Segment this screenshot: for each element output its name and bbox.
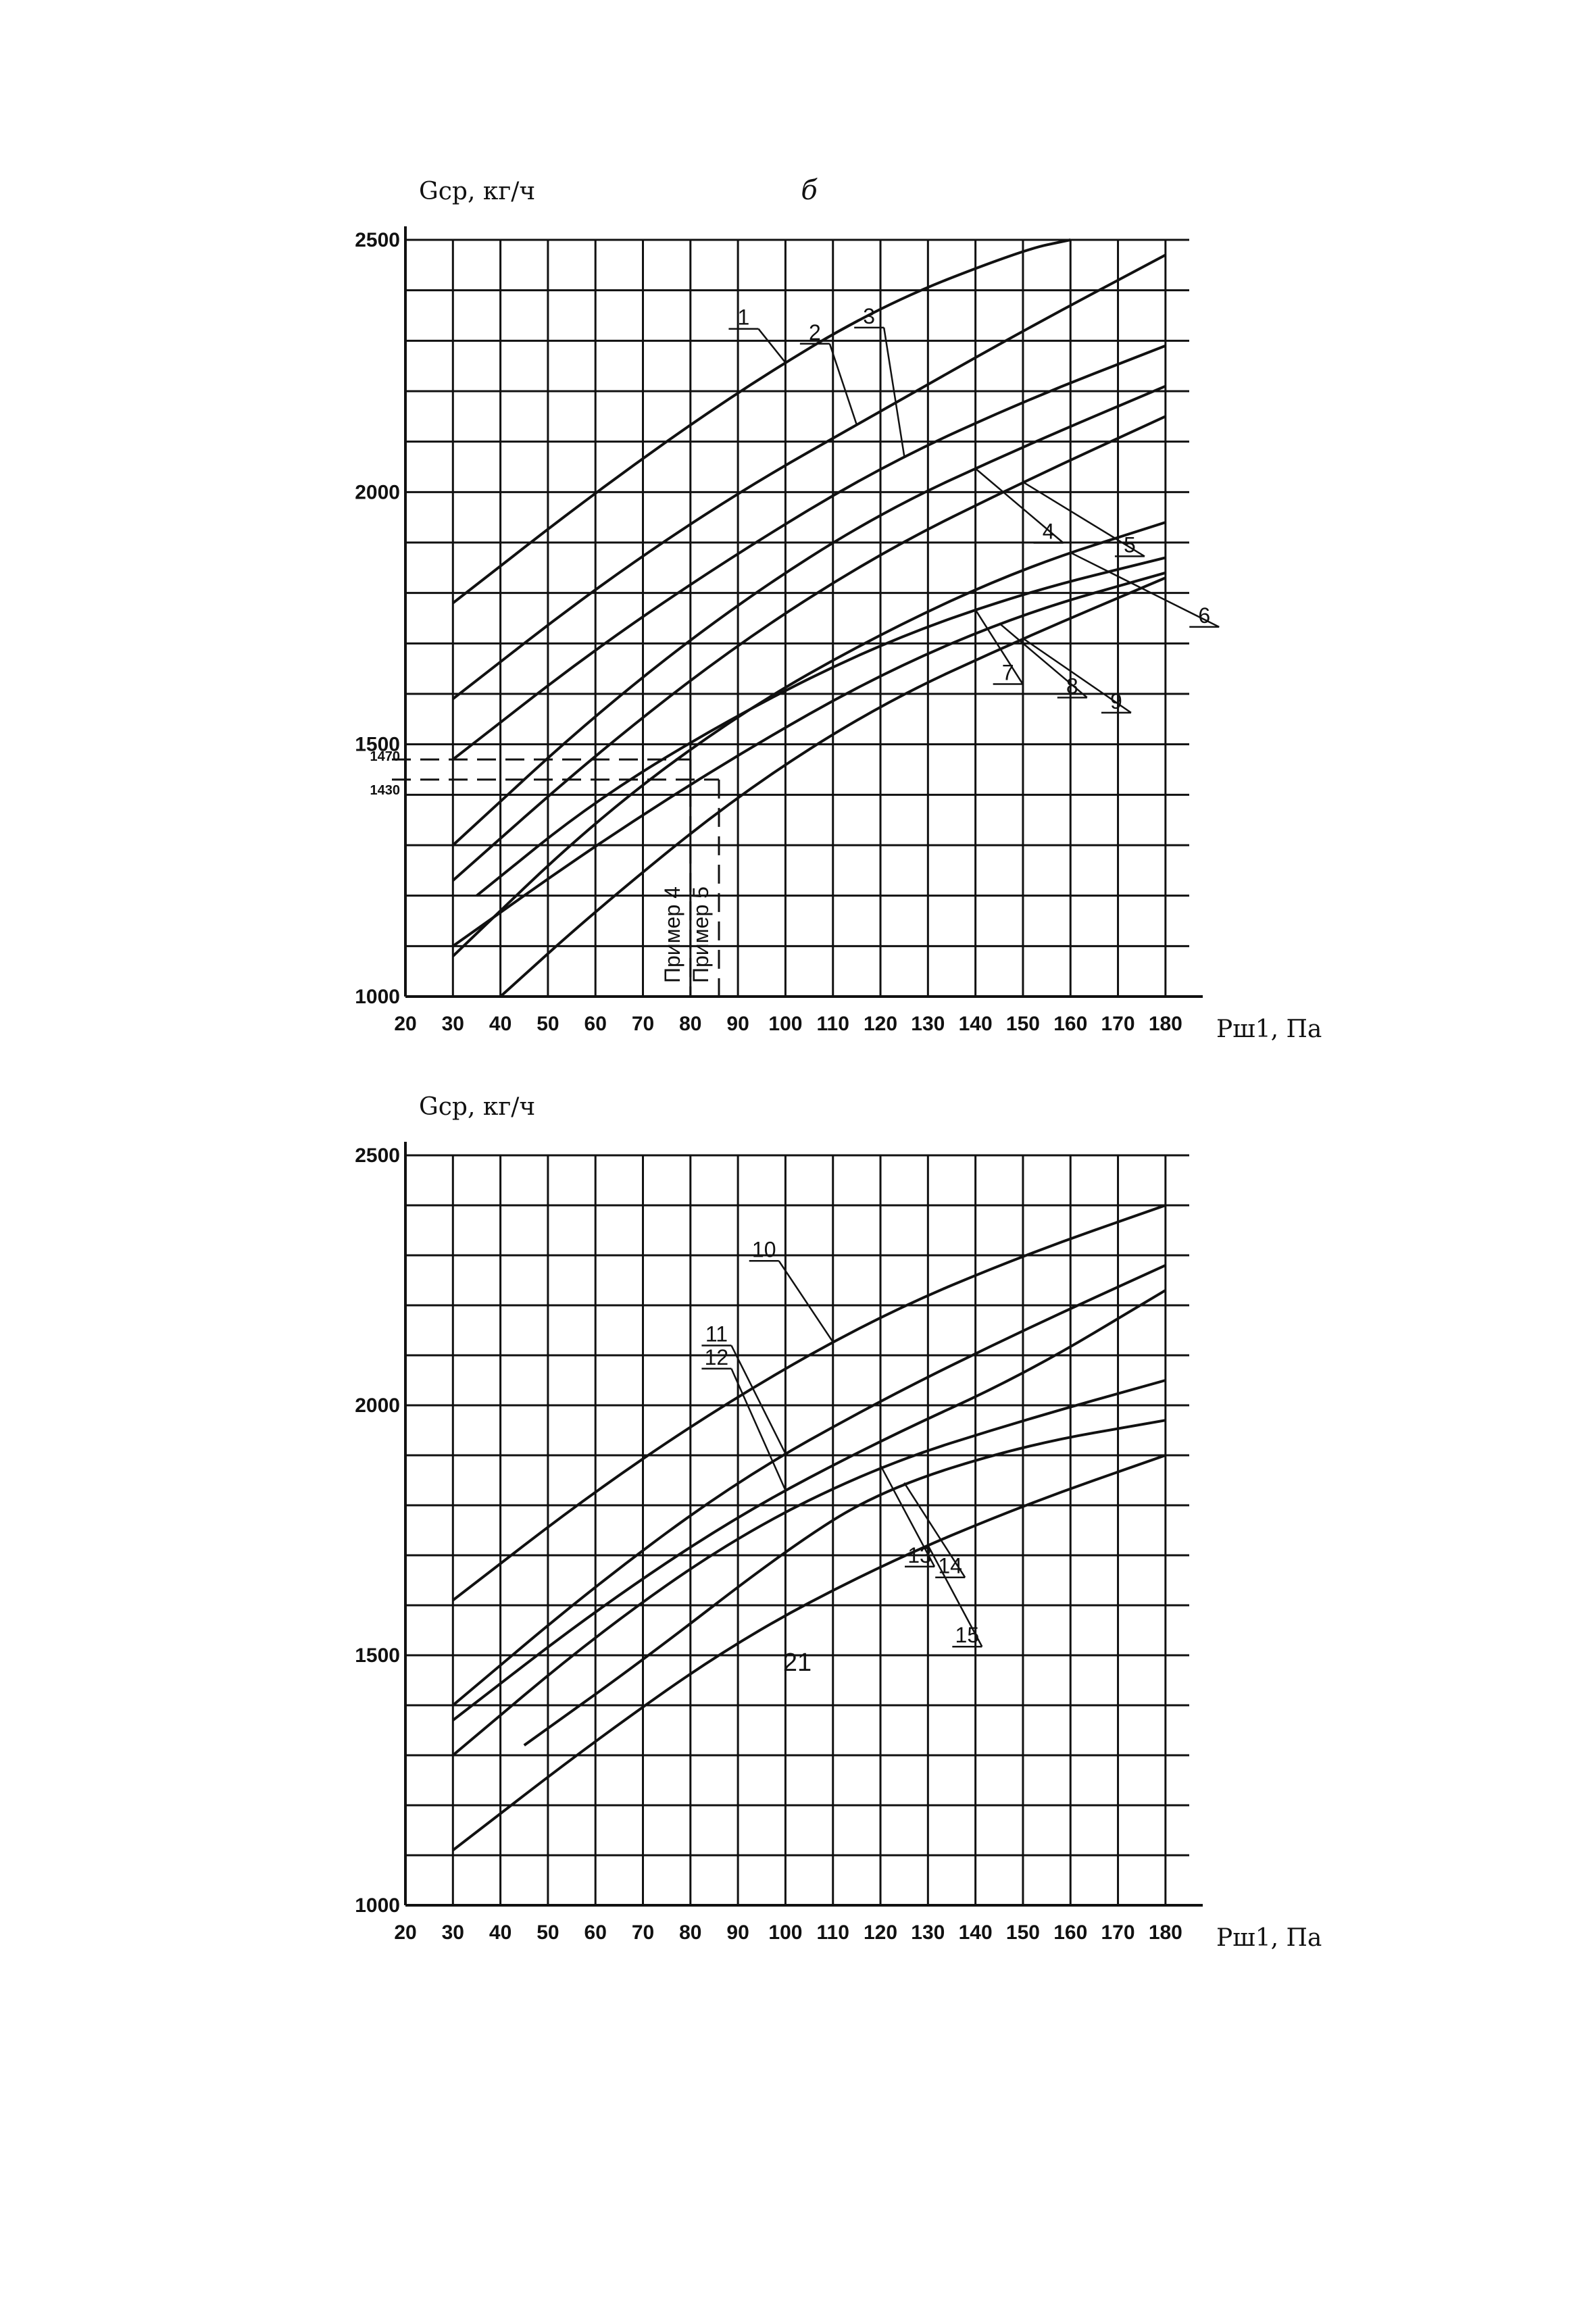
x-tick-label: 120: [864, 1921, 897, 1944]
leader-line: [757, 328, 787, 363]
series-line: [452, 1263, 1166, 1707]
x-tick-label: 70: [632, 1921, 654, 1944]
x-tick-label: 100: [768, 1921, 802, 1944]
leader-line: [974, 609, 1024, 685]
x-tick-label: 100: [768, 1013, 802, 1035]
x-tick-label: 40: [489, 1921, 512, 1944]
series-label: 2: [809, 320, 821, 345]
x-tick-label: 70: [632, 1013, 654, 1035]
x-tick-label: 50: [537, 1013, 559, 1035]
y-tick-label: 2000: [355, 1394, 400, 1417]
series-line: [476, 556, 1166, 897]
series-line: [523, 1419, 1166, 1746]
series-label: 14: [938, 1554, 962, 1578]
series-label: 10: [752, 1237, 776, 1261]
series-label: 6: [1198, 603, 1210, 628]
x-tick-label: 40: [489, 1013, 512, 1035]
leader-line: [974, 468, 1064, 544]
series-line: [452, 238, 1071, 605]
series-label: 9: [1110, 689, 1122, 713]
x-tick-label: 60: [584, 1013, 607, 1035]
x-tick-label: 30: [442, 1013, 464, 1035]
leader-line: [882, 327, 905, 457]
leader-line: [730, 1344, 787, 1455]
x-tick-label: 180: [1149, 1921, 1182, 1944]
series-line: [452, 571, 1166, 947]
series-label: 1: [738, 305, 750, 330]
x-tick-label: 90: [726, 1013, 749, 1035]
leader-line: [828, 343, 858, 426]
series-line: [452, 1454, 1166, 1852]
chart-bottom: 20 30 40 50 60 70 80 90 100 110 120 130 140 150 160 170…: [355, 1095, 1322, 1952]
x-tick-label: 90: [726, 1921, 749, 1944]
x-axis-title: Pш1, Па: [1216, 1015, 1322, 1043]
x-tick-label: 30: [442, 1921, 464, 1944]
x-tick-label: 160: [1053, 1013, 1087, 1035]
leader-line: [778, 1260, 834, 1342]
leader-line: [1070, 551, 1220, 628]
y-tick-label: 2500: [355, 1145, 400, 1167]
page-number: 21: [782, 1649, 812, 1677]
x-tick-label: 170: [1101, 1921, 1135, 1944]
example-label: Пример 5: [689, 886, 713, 983]
y-tick-label: 1000: [355, 1894, 400, 1917]
x-tick-label: 110: [817, 1013, 849, 1035]
x-tick-label: 110: [817, 1921, 849, 1944]
leader-line: [1022, 637, 1132, 713]
x-tick-label: 140: [959, 1013, 993, 1035]
series-line: [452, 1289, 1166, 1721]
leader-line: [927, 1544, 983, 1647]
x-tick-label: 130: [911, 1013, 945, 1035]
series-line: [452, 1379, 1166, 1757]
x-tick-label: 20: [394, 1921, 416, 1944]
y-tick-label: 1500: [355, 734, 400, 756]
series-label: 15: [955, 1623, 980, 1647]
series-line: [451, 521, 1166, 957]
x-tick-label: 150: [1006, 1921, 1040, 1944]
x-tick-label: 50: [537, 1921, 559, 1944]
y-axis-title: Gср, кг/ч: [419, 178, 535, 205]
y-tick-label: 2500: [355, 229, 400, 251]
series-line: [452, 253, 1166, 701]
x-tick-label: 170: [1101, 1013, 1135, 1035]
leader-line: [879, 1465, 936, 1567]
y-tick-label: 2000: [355, 481, 400, 503]
x-tick-label: 150: [1006, 1013, 1040, 1035]
series-line: [452, 344, 1166, 761]
leader-line: [1022, 481, 1145, 557]
y-tick-label: 1430: [370, 783, 401, 798]
x-tick-label: 140: [959, 1921, 993, 1944]
x-tick-label: 120: [864, 1013, 897, 1035]
x-axis-title: Pш1, Па: [1216, 1924, 1322, 1952]
x-tick-label: 160: [1053, 1921, 1087, 1944]
series-label: 7: [1002, 661, 1014, 685]
chart-top: 20 30 40 50 60 70 80 90 100 110 120 130 140 150 160 170…: [355, 175, 1322, 1043]
leader-line: [730, 1368, 787, 1491]
example-label: Пример 4: [660, 886, 684, 983]
series-label: 8: [1066, 674, 1078, 698]
series-line: [499, 576, 1166, 998]
series-line: [451, 415, 1166, 882]
y-tick-label: 1500: [355, 1644, 400, 1667]
grid: [405, 1154, 1189, 1905]
y-tick-label: 1000: [355, 986, 400, 1008]
x-tick-label: 60: [584, 1921, 607, 1944]
x-tick-label: 180: [1149, 1013, 1182, 1035]
leader-line: [903, 1482, 966, 1578]
series-label: 3: [863, 304, 875, 328]
series-line: [452, 1204, 1166, 1602]
panel-letter: б: [801, 175, 818, 206]
series-label: 11: [705, 1322, 728, 1347]
x-tick-label: 130: [911, 1921, 945, 1944]
series-label: 5: [1124, 532, 1136, 557]
y-axis-title: Gср, кг/ч: [419, 1095, 535, 1121]
series-label: 4: [1043, 519, 1055, 543]
leader-line: [998, 622, 1088, 699]
series-label: 12: [705, 1345, 729, 1369]
x-tick-label: 80: [679, 1921, 701, 1944]
x-tick-label: 20: [394, 1013, 416, 1035]
x-tick-label: 80: [679, 1013, 701, 1035]
